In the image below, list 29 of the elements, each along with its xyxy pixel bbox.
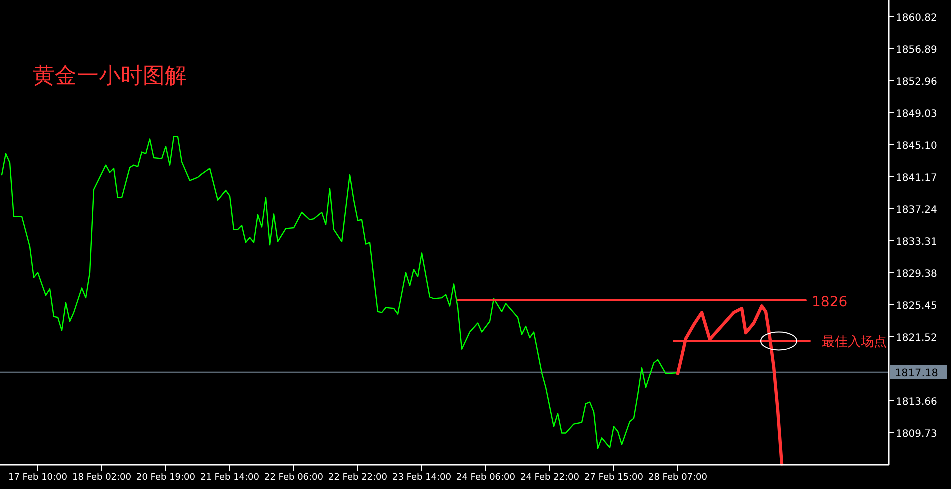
y-tick-label: 1813.66 [896, 396, 938, 408]
x-tick-label: 27 Feb 15:00 [584, 473, 644, 483]
x-tick-label: 20 Feb 19:00 [136, 473, 196, 483]
y-tick-label: 1825.45 [896, 300, 938, 312]
y-tick-label: 1837.24 [896, 204, 938, 216]
y-tick-label: 1841.17 [896, 172, 938, 184]
y-tick-label: 1829.38 [896, 268, 938, 280]
text: 黄金一小时图解 [33, 64, 187, 89]
y-tick-label: 1852.96 [896, 76, 938, 88]
x-tick-label: 22 Feb 06:00 [264, 473, 324, 483]
x-tick-label: 28 Feb 07:00 [648, 473, 708, 483]
annotation: 1826 [812, 294, 848, 310]
x-tick-label: 23 Feb 14:00 [392, 473, 452, 483]
x-tick-label: 17 Feb 10:00 [8, 473, 68, 483]
x-tick-label: 24 Feb 06:00 [456, 473, 516, 483]
x-tick-label: 21 Feb 14:00 [200, 473, 260, 483]
line-series [1, 136, 679, 450]
annotation: 最佳入场点 [822, 335, 887, 350]
y-tick-label: 1856.89 [896, 44, 938, 56]
y-tick-label: 1821.52 [896, 332, 938, 344]
y-tick-label: 1809.73 [896, 428, 938, 440]
x-tick-label: 18 Feb 02:00 [72, 473, 132, 483]
x-tick-label: 22 Feb 22:00 [328, 473, 388, 483]
y-tick-label: 1833.31 [896, 236, 938, 248]
y-tick-label: 1845.10 [896, 140, 938, 152]
y-tick-label: 1849.03 [896, 108, 938, 120]
x-tick-label: 24 Feb 22:00 [520, 473, 580, 483]
ref-line-label: 1817.18 [895, 367, 938, 380]
y-tick-label: 1860.82 [896, 12, 938, 24]
